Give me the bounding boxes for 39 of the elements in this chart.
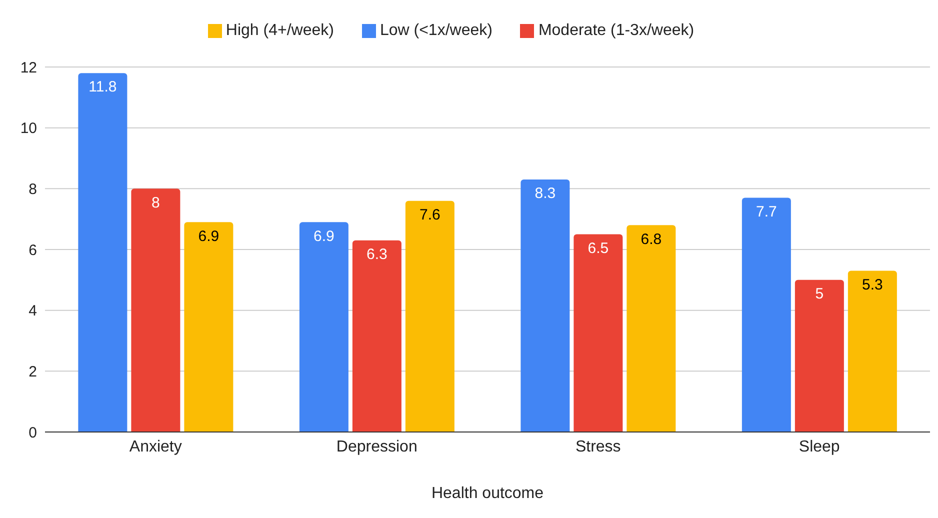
data-label: 8.3 <box>534 185 556 202</box>
y-tick-label: 8 <box>28 180 37 198</box>
legend-label: High (4+/week) <box>226 22 334 39</box>
bar <box>520 180 570 432</box>
y-tick-label: 12 <box>20 59 37 76</box>
x-axis-title: Health outcome <box>431 485 544 502</box>
data-label: 7.7 <box>756 203 777 220</box>
x-tick-label: Anxiety <box>129 438 182 456</box>
y-tick-label: 6 <box>28 242 37 259</box>
y-tick-label: 10 <box>20 120 37 138</box>
bar <box>626 225 676 432</box>
y-tick-label: 0 <box>28 424 37 442</box>
data-label: 7.6 <box>420 206 440 224</box>
data-label: 6.5 <box>588 240 609 257</box>
bar <box>405 200 454 432</box>
bar <box>78 73 128 432</box>
data-label: 6.3 <box>366 246 388 264</box>
data-label: 6.8 <box>640 230 662 248</box>
data-label: 11.8 <box>88 78 117 96</box>
data-label: 6.9 <box>198 228 220 245</box>
bar <box>794 280 844 432</box>
bar <box>848 270 897 432</box>
legend-label: Low (<1x/week) <box>380 22 492 39</box>
x-tick-label: Stress <box>575 438 621 456</box>
x-tick-label: Sleep <box>798 438 840 456</box>
bar <box>184 222 234 432</box>
bar <box>352 240 402 432</box>
bar <box>574 234 623 432</box>
data-label: 5.3 <box>862 276 883 294</box>
data-label: 5 <box>815 286 824 303</box>
data-label: 8 <box>152 194 160 212</box>
data-label: 6.9 <box>314 228 334 245</box>
bar <box>742 198 791 432</box>
bar <box>299 222 348 432</box>
y-tick-label: 2 <box>28 363 37 380</box>
y-tick-label: 4 <box>28 302 37 320</box>
x-tick-label: Depression <box>336 438 418 456</box>
legend-label: Moderate (1-3x/week) <box>538 22 694 39</box>
bar <box>131 188 180 432</box>
